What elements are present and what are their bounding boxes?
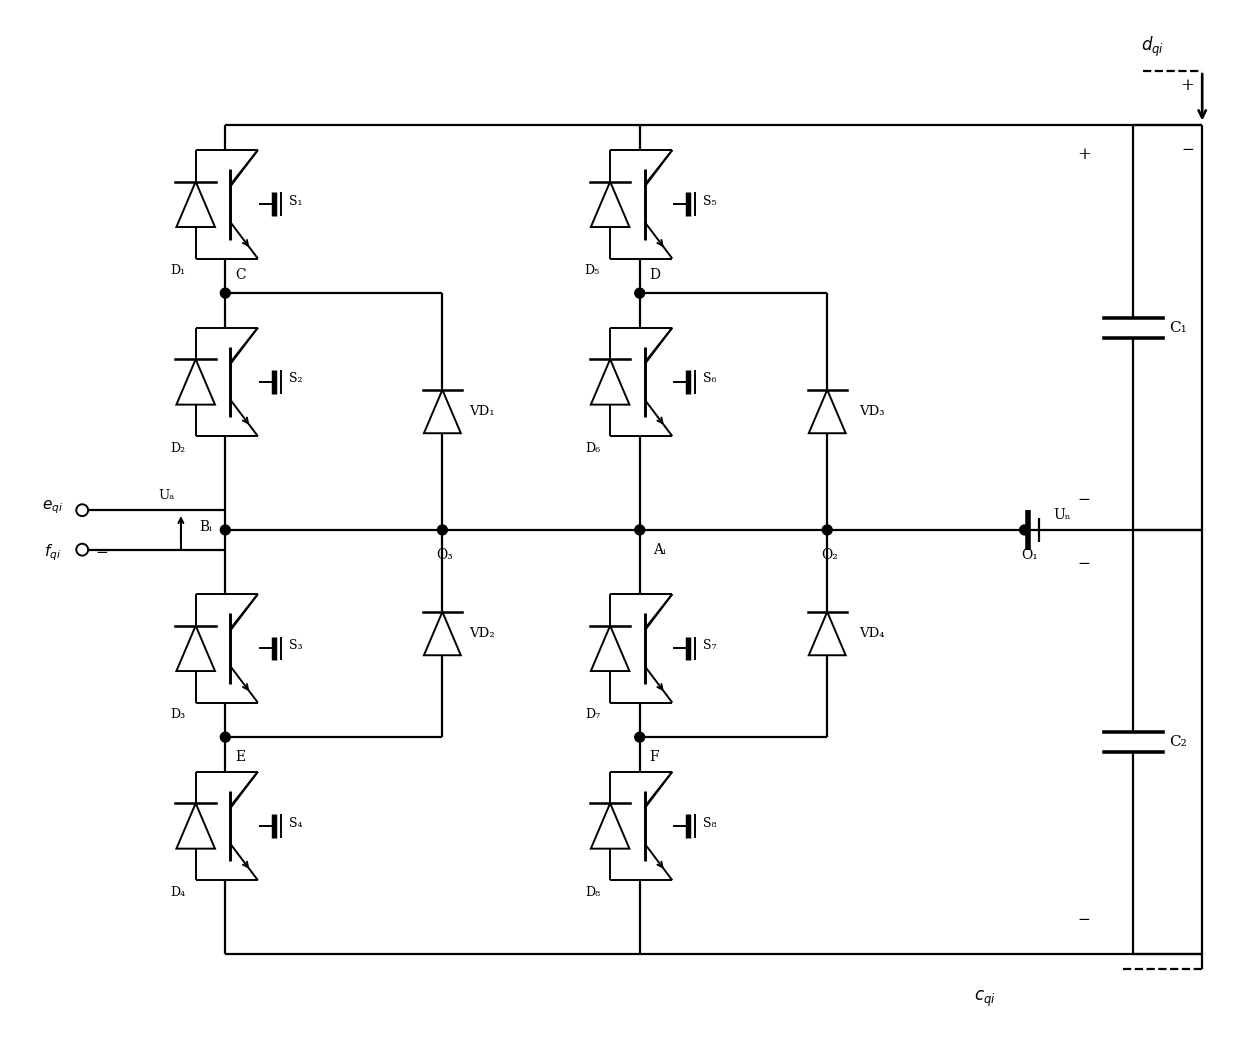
Circle shape: [221, 732, 231, 742]
Text: Aᵢ: Aᵢ: [653, 543, 666, 556]
Text: C: C: [234, 269, 246, 282]
Text: D: D: [649, 269, 660, 282]
Text: S₅: S₅: [703, 195, 717, 208]
Text: −: −: [1078, 912, 1090, 927]
Text: Uₐ: Uₐ: [157, 489, 174, 502]
Text: $c_{qi}$: $c_{qi}$: [975, 988, 996, 1009]
Text: −: −: [95, 546, 108, 560]
Text: Uₙ: Uₙ: [1053, 508, 1071, 522]
Text: D₅: D₅: [585, 264, 600, 277]
Text: F: F: [650, 750, 660, 764]
Text: −: −: [1078, 494, 1090, 507]
Text: D₇: D₇: [585, 708, 600, 721]
Text: S₃: S₃: [289, 638, 303, 652]
Text: C₁: C₁: [1168, 320, 1187, 335]
Text: D₄: D₄: [170, 885, 186, 899]
Text: D₆: D₆: [585, 442, 600, 455]
Text: VD₂: VD₂: [469, 627, 495, 640]
Text: S₆: S₆: [703, 373, 717, 385]
Circle shape: [635, 288, 645, 298]
Text: O₂: O₂: [821, 548, 838, 562]
Text: S₁: S₁: [289, 195, 303, 208]
Text: D₈: D₈: [585, 885, 600, 899]
Circle shape: [1019, 525, 1029, 534]
Text: $d_{qi}$: $d_{qi}$: [1141, 35, 1164, 59]
Text: S₂: S₂: [289, 373, 303, 385]
Text: D₁: D₁: [170, 264, 186, 277]
Text: D₂: D₂: [170, 442, 186, 455]
Text: VD₃: VD₃: [859, 405, 884, 418]
Text: S₈: S₈: [703, 817, 717, 830]
Text: S₇: S₇: [703, 638, 717, 652]
Text: $e_{qi}$: $e_{qi}$: [42, 499, 63, 516]
Circle shape: [635, 525, 645, 534]
Text: S₄: S₄: [289, 817, 303, 830]
Text: −: −: [1180, 143, 1194, 158]
Text: +: +: [1180, 78, 1194, 94]
Text: VD₁: VD₁: [469, 405, 495, 418]
Text: VD₄: VD₄: [859, 627, 884, 640]
Circle shape: [221, 525, 231, 534]
Circle shape: [635, 732, 645, 742]
Text: C₂: C₂: [1168, 735, 1187, 749]
Circle shape: [438, 525, 448, 534]
Text: O₃: O₃: [436, 548, 453, 562]
Circle shape: [822, 525, 832, 534]
Text: +: +: [1076, 146, 1091, 164]
Text: O₁: O₁: [1021, 548, 1038, 562]
Text: Bᵢ: Bᵢ: [200, 520, 212, 534]
Text: D₃: D₃: [170, 708, 186, 721]
Text: E: E: [236, 750, 246, 764]
Text: −: −: [1078, 558, 1090, 571]
Text: $f_{qi}$: $f_{qi}$: [45, 543, 61, 563]
Circle shape: [221, 288, 231, 298]
